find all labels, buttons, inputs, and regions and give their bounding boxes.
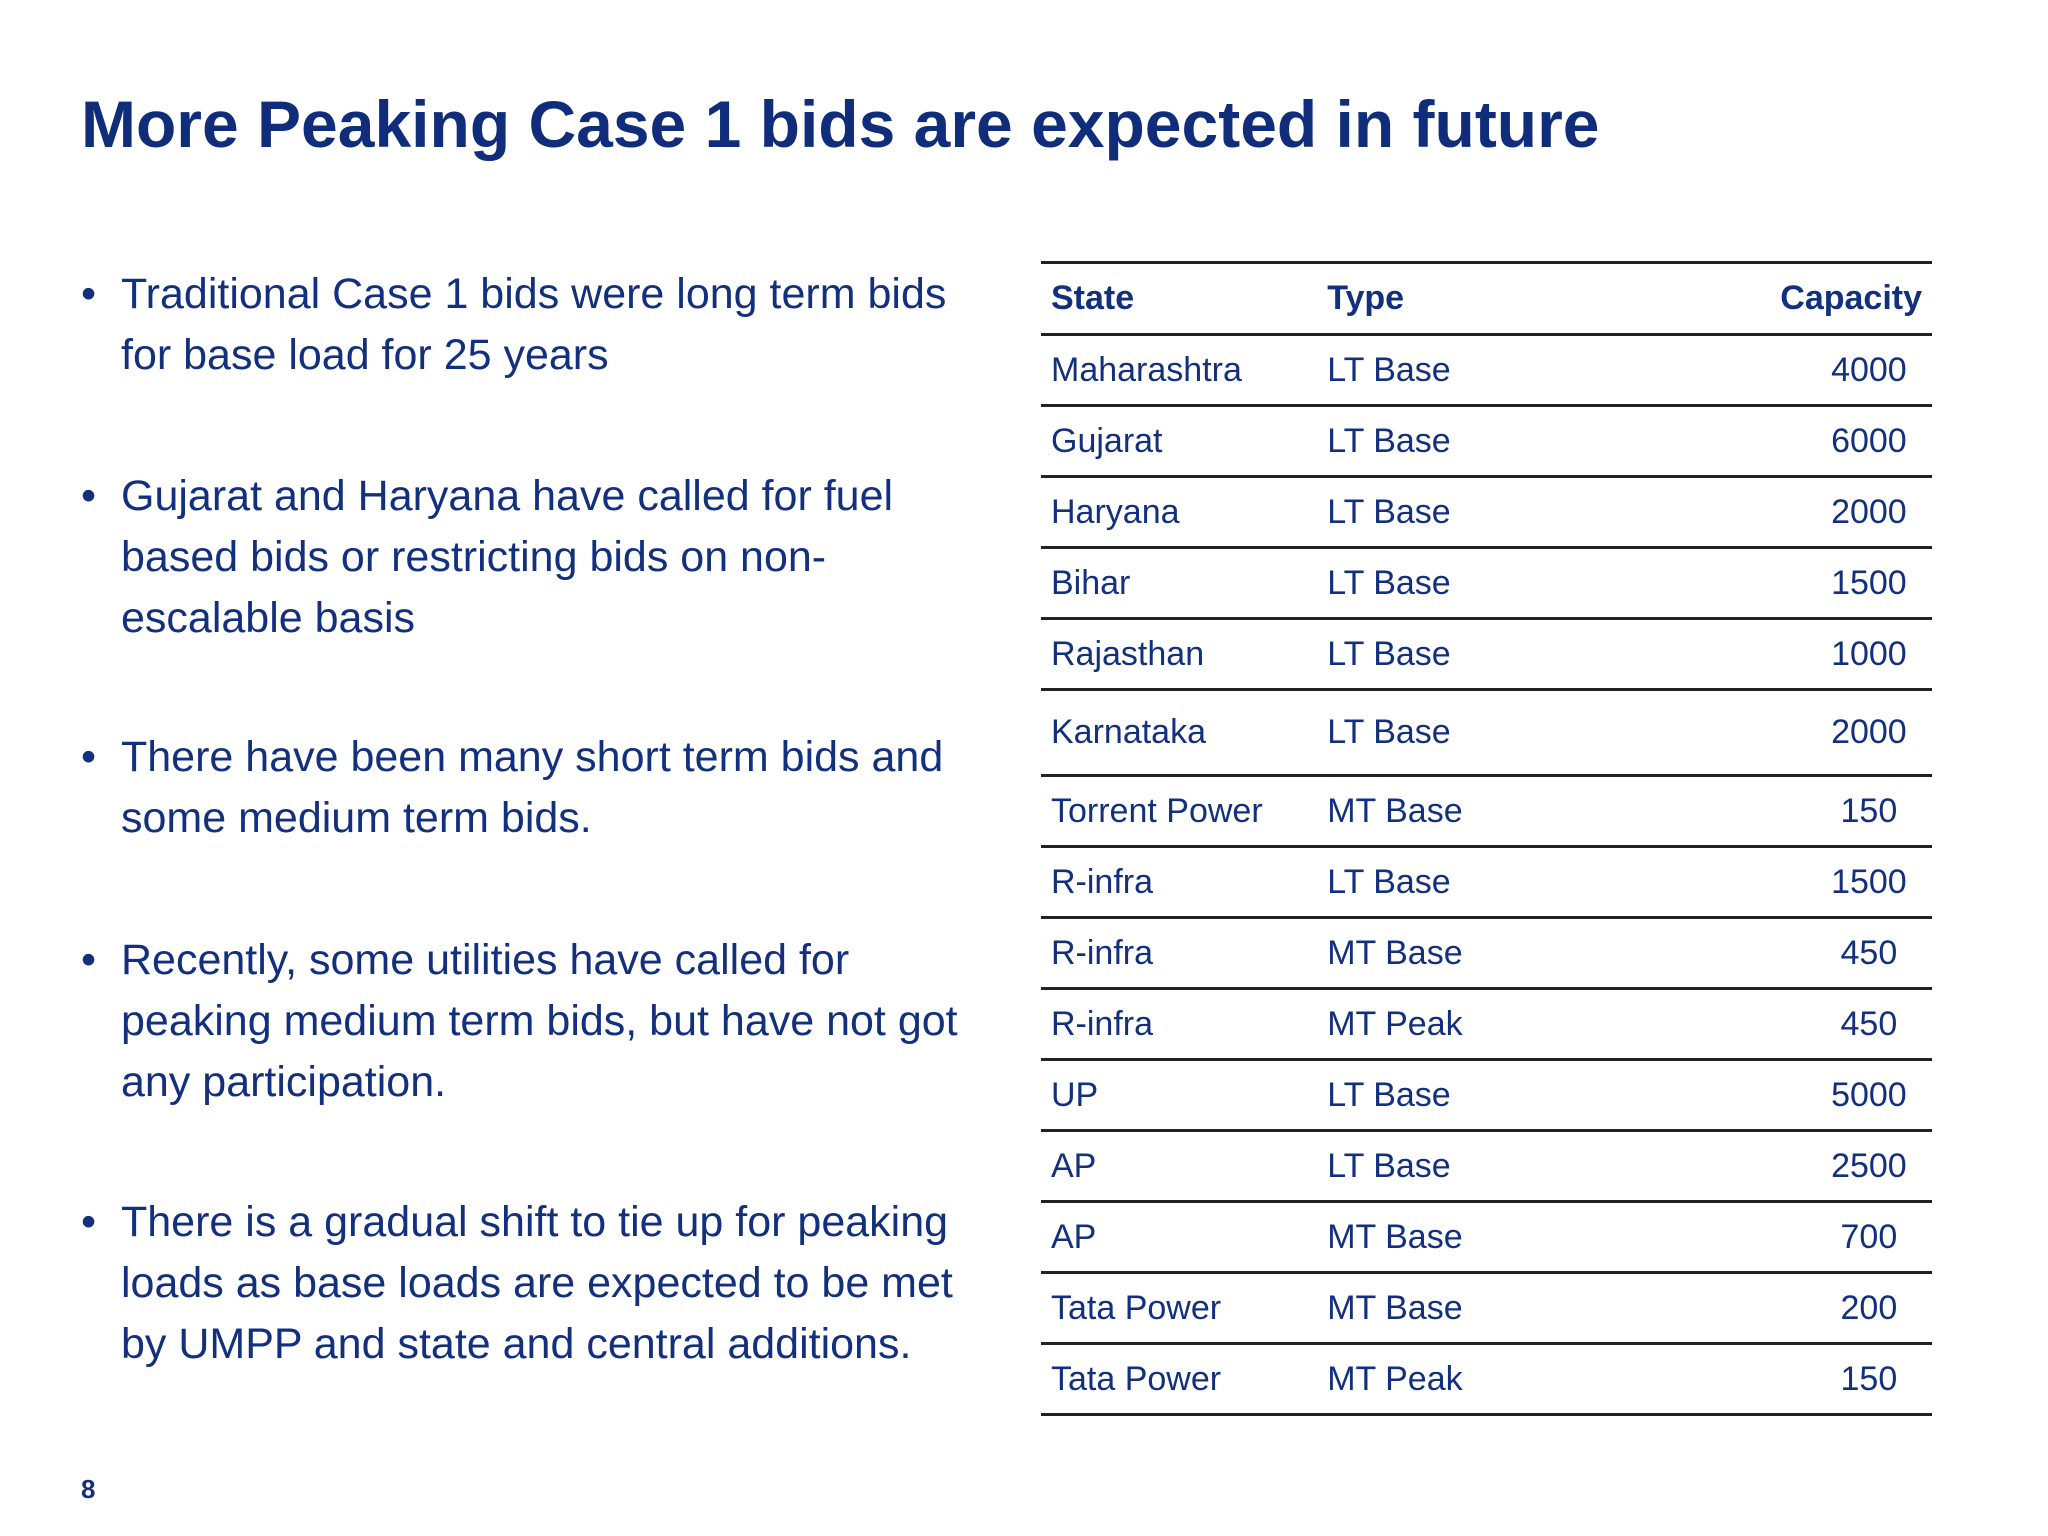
table-row: UP LT Base 5000: [1041, 1058, 1932, 1132]
table-cell: R-infra: [1041, 987, 1318, 1061]
table-cell: LT Base: [1317, 688, 1656, 777]
table-cell: UP: [1041, 1058, 1318, 1132]
table-cell: AP: [1041, 1129, 1318, 1203]
table-row: R-infra MT Peak 450: [1041, 987, 1932, 1061]
table-cell: MT Peak: [1317, 987, 1656, 1061]
table-cell: 2000: [1655, 475, 1932, 549]
table-cell: Maharashtra: [1041, 333, 1318, 407]
header-cell: Type: [1317, 261, 1656, 336]
table-row: Bihar LT Base 1500: [1041, 546, 1932, 620]
table-row: Haryana LT Base 2000: [1041, 475, 1932, 549]
table-cell: LT Base: [1317, 1129, 1656, 1203]
table-cell: MT Base: [1317, 916, 1656, 990]
header-row: State Type Capacity: [1041, 261, 1932, 336]
table-cell: Haryana: [1041, 475, 1318, 549]
table-cell: R-infra: [1041, 845, 1318, 919]
slide-title: More Peaking Case 1 bids are expected in…: [81, 87, 1600, 161]
table-cell: 700: [1655, 1200, 1932, 1274]
table-cell: 1500: [1655, 546, 1932, 620]
table-cell: LT Base: [1317, 333, 1656, 407]
page-number: 8: [81, 1474, 96, 1504]
table-row: Gujarat LT Base 6000: [1041, 404, 1932, 478]
table-cell: 4000: [1655, 333, 1932, 407]
table-row: Maharashtra LT Base 4000: [1041, 333, 1932, 407]
table-cell: Karnataka: [1041, 688, 1318, 777]
table-cell: Torrent Power: [1041, 774, 1318, 848]
table-cell: 150: [1655, 774, 1932, 848]
table-cell: 5000: [1655, 1058, 1932, 1132]
table-row: R-infra MT Base 450: [1041, 916, 1932, 990]
table-cell: Tata Power: [1041, 1271, 1318, 1345]
table-row: Karnataka LT Base 2000: [1041, 688, 1932, 777]
table-cell: R-infra: [1041, 916, 1318, 990]
table-row: Rajasthan LT Base 1000: [1041, 617, 1932, 691]
table-row: R-infra LT Base 1500: [1041, 845, 1932, 919]
table-cell: LT Base: [1317, 845, 1656, 919]
table-body: Maharashtra LT Base 4000 Gujarat LT Base 6000…: [1041, 333, 1932, 1416]
table-cell: MT Base: [1317, 774, 1656, 848]
table-cell: Tata Power: [1041, 1342, 1318, 1416]
bullet-item: There have been many short term bids and…: [81, 727, 1001, 849]
header-cell: Capacity: [1655, 261, 1932, 336]
table-cell: 6000: [1655, 404, 1932, 478]
header-cell: State: [1041, 261, 1318, 336]
table-cell: 1500: [1655, 845, 1932, 919]
table-cell: LT Base: [1317, 546, 1656, 620]
table-cell: 2500: [1655, 1129, 1932, 1203]
table-cell: Rajasthan: [1041, 617, 1318, 691]
bullet-item: Recently, some utilities have called for…: [81, 930, 1001, 1113]
table-cell: 1000: [1655, 617, 1932, 691]
table-cell: LT Base: [1317, 404, 1656, 478]
table-cell: 450: [1655, 987, 1932, 1061]
bullet-item: Traditional Case 1 bids were long term b…: [81, 264, 1001, 386]
table-cell: Bihar: [1041, 546, 1318, 620]
bullet-item: Gujarat and Haryana have called for fuel…: [81, 466, 1001, 649]
table-row: Torrent Power MT Base 150: [1041, 774, 1932, 848]
table-cell: LT Base: [1317, 1058, 1656, 1132]
table-cell: 2000: [1655, 688, 1932, 777]
table-row: Tata Power MT Peak 150: [1041, 1342, 1932, 1416]
table-cell: 150: [1655, 1342, 1932, 1416]
bullet-item: There is a gradual shift to tie up for p…: [81, 1192, 1001, 1375]
table-cell: Gujarat: [1041, 404, 1318, 478]
capacity-table: State Type Capacity Maharashtra LT Base 40…: [1041, 261, 1932, 1416]
table-cell: MT Peak: [1317, 1342, 1656, 1416]
table-row: AP LT Base 2500: [1041, 1129, 1932, 1203]
table-cell: MT Base: [1317, 1200, 1656, 1274]
table-cell: LT Base: [1317, 617, 1656, 691]
table-cell: 450: [1655, 916, 1932, 990]
table-row: AP MT Base 700: [1041, 1200, 1932, 1274]
table-cell: 200: [1655, 1271, 1932, 1345]
table-row: Tata Power MT Base 200: [1041, 1271, 1932, 1345]
table-cell: AP: [1041, 1200, 1318, 1274]
table-cell: MT Base: [1317, 1271, 1656, 1345]
table-cell: LT Base: [1317, 475, 1656, 549]
